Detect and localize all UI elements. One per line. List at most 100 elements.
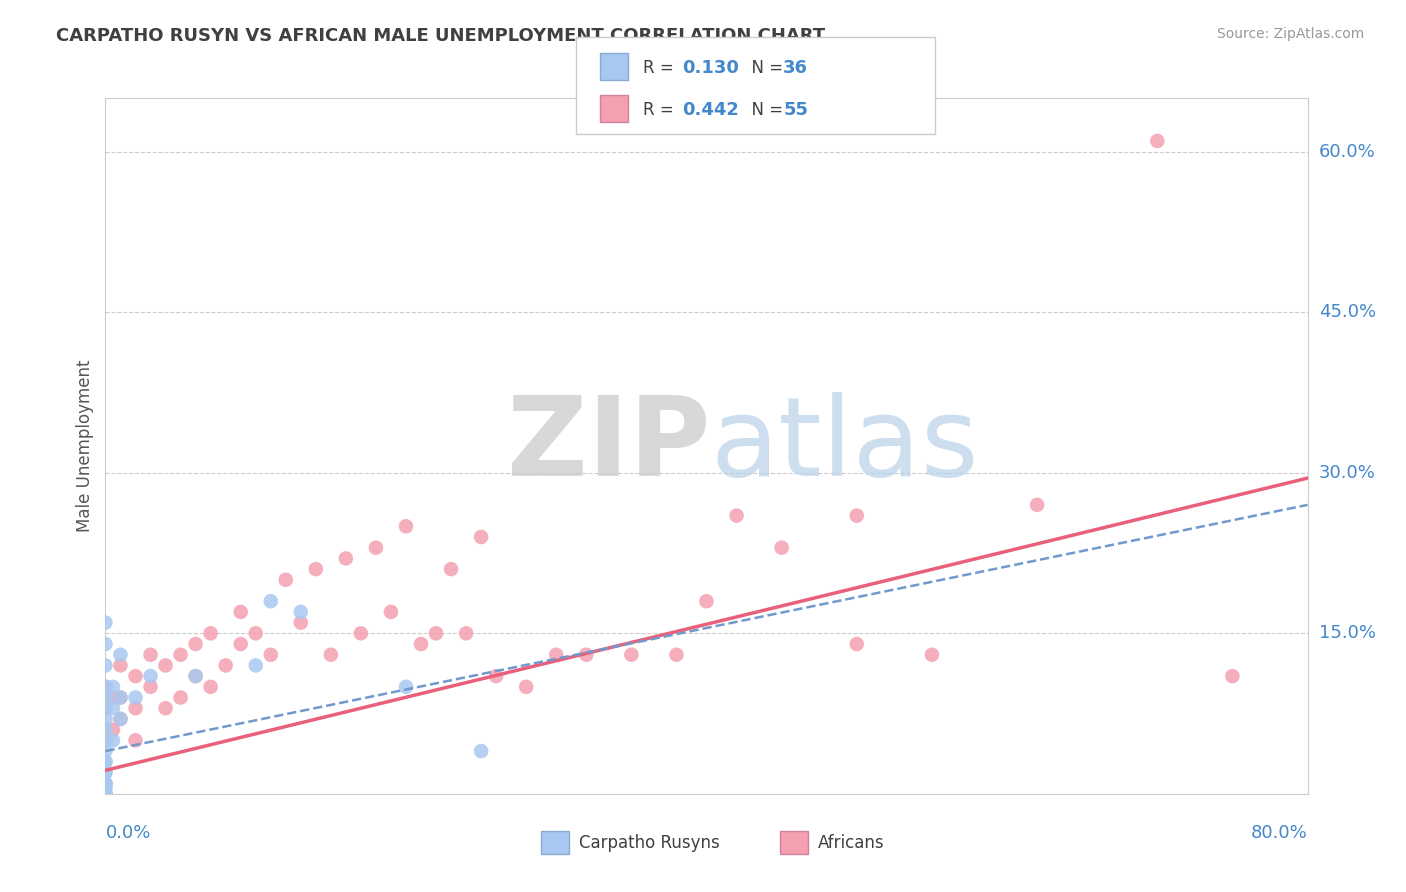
Y-axis label: Male Unemployment: Male Unemployment (76, 359, 94, 533)
Point (305, 562, 328, 576)
Point (440, 562, 463, 576)
Point (94, 755, 117, 769)
Point (214, 658, 236, 673)
Point (110, 648, 132, 662)
Point (515, 680, 537, 694)
Point (290, 605, 312, 619)
Text: 60.0%: 60.0% (1319, 143, 1375, 161)
Point (245, 626, 267, 640)
Point (260, 648, 283, 662)
Point (94, 615, 117, 630)
Point (94, 680, 117, 694)
Point (101, 680, 124, 694)
Point (845, 508, 868, 523)
Point (94, 755, 117, 769)
Point (470, 530, 492, 544)
Point (139, 669, 162, 683)
Point (454, 626, 477, 640)
Point (245, 658, 267, 673)
Point (94, 765, 117, 780)
Point (229, 605, 252, 619)
Point (124, 733, 146, 747)
Point (485, 669, 508, 683)
Text: atlas: atlas (710, 392, 979, 500)
Point (110, 712, 132, 726)
Point (94, 787, 117, 801)
Point (425, 626, 447, 640)
Point (94, 733, 117, 747)
Text: R =: R = (643, 59, 679, 77)
Point (200, 680, 222, 694)
Point (696, 594, 718, 608)
Point (364, 541, 387, 555)
Point (94, 733, 117, 747)
Text: 15.0%: 15.0% (1319, 624, 1375, 642)
Point (94, 690, 117, 705)
Point (110, 690, 132, 705)
Point (101, 723, 124, 737)
Point (350, 626, 373, 640)
Point (110, 712, 132, 726)
Point (770, 541, 793, 555)
Point (124, 701, 146, 715)
Point (101, 701, 124, 715)
Point (94, 637, 117, 651)
Point (335, 551, 357, 566)
Point (94, 701, 117, 715)
Point (395, 680, 418, 694)
Text: R =: R = (643, 101, 679, 120)
Point (409, 637, 432, 651)
Point (169, 690, 191, 705)
Text: Carpatho Rusyns: Carpatho Rusyns (579, 834, 720, 852)
Point (94, 723, 117, 737)
Point (94, 787, 117, 801)
Point (124, 669, 146, 683)
Point (94, 778, 117, 792)
Point (1146, 134, 1168, 148)
Text: Africans: Africans (818, 834, 884, 852)
Text: ZIP: ZIP (506, 392, 710, 500)
Point (274, 573, 297, 587)
Point (139, 680, 162, 694)
Point (845, 637, 868, 651)
Text: N =: N = (741, 101, 789, 120)
Point (94, 787, 117, 801)
Text: 55: 55 (783, 101, 808, 120)
Point (94, 787, 117, 801)
Point (921, 648, 943, 662)
Point (94, 680, 117, 694)
Point (395, 519, 418, 533)
Point (184, 669, 207, 683)
Point (101, 690, 124, 705)
Point (110, 690, 132, 705)
Point (94, 701, 117, 715)
Point (184, 669, 207, 683)
Point (139, 648, 162, 662)
Point (124, 690, 146, 705)
Text: Source: ZipAtlas.com: Source: ZipAtlas.com (1216, 27, 1364, 41)
Text: 36: 36 (783, 59, 808, 77)
Text: CARPATHO RUSYN VS AFRICAN MALE UNEMPLOYMENT CORRELATION CHART: CARPATHO RUSYN VS AFRICAN MALE UNEMPLOYM… (56, 27, 825, 45)
Point (155, 658, 177, 673)
Text: 0.130: 0.130 (682, 59, 738, 77)
Point (1222, 669, 1244, 683)
Point (94, 765, 117, 780)
Point (665, 648, 688, 662)
Point (94, 776, 117, 790)
Point (184, 637, 207, 651)
Point (94, 744, 117, 758)
Point (290, 615, 312, 630)
Text: 45.0%: 45.0% (1319, 303, 1376, 321)
Point (546, 648, 568, 662)
Point (725, 508, 748, 523)
Point (229, 637, 252, 651)
Point (155, 701, 177, 715)
Point (260, 594, 283, 608)
Point (319, 648, 342, 662)
Text: 30.0%: 30.0% (1319, 464, 1375, 482)
Point (470, 744, 492, 758)
Text: 80.0%: 80.0% (1251, 824, 1308, 842)
Point (94, 781, 117, 796)
Point (1026, 498, 1049, 512)
Point (101, 733, 124, 747)
